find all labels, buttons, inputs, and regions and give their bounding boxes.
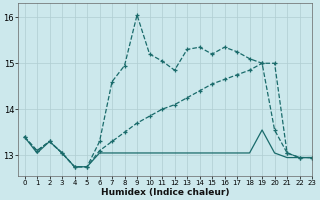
X-axis label: Humidex (Indice chaleur): Humidex (Indice chaleur) xyxy=(101,188,229,197)
